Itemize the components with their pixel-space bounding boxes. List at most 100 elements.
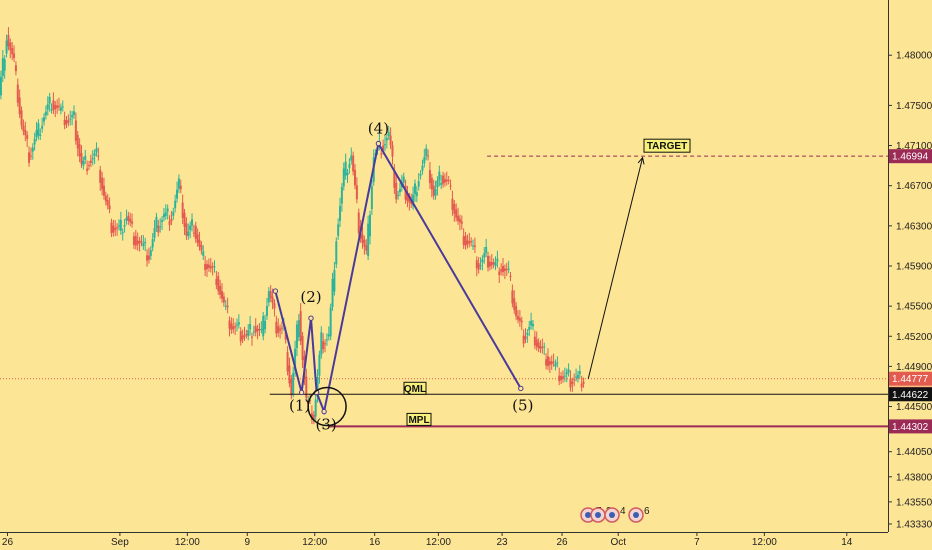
candle-body bbox=[292, 372, 295, 394]
candle-body bbox=[442, 175, 445, 184]
pattern-anchor-point[interactable] bbox=[518, 385, 524, 392]
pattern-anchor-point[interactable] bbox=[298, 389, 305, 396]
candle-body bbox=[449, 185, 452, 187]
candle-body bbox=[582, 381, 585, 384]
candle-body bbox=[228, 320, 231, 329]
candle-body bbox=[31, 147, 34, 152]
candle-body bbox=[537, 342, 540, 349]
event-flag-icon bbox=[633, 512, 639, 518]
candle-body bbox=[84, 155, 87, 161]
candle-body bbox=[29, 155, 32, 157]
candle-body bbox=[483, 253, 486, 258]
candle-body bbox=[95, 148, 98, 153]
candle-body bbox=[256, 328, 259, 332]
candle-body bbox=[9, 42, 12, 51]
candle-body bbox=[477, 263, 480, 270]
target-arrow-line[interactable] bbox=[587, 157, 644, 379]
candle-body bbox=[458, 218, 461, 223]
candle-body bbox=[129, 218, 132, 223]
candle-body bbox=[177, 178, 180, 189]
candle-body bbox=[443, 179, 446, 183]
candle-body bbox=[475, 260, 478, 269]
pattern-anchor-point[interactable] bbox=[375, 140, 382, 147]
candle-body bbox=[273, 303, 276, 309]
candle-body bbox=[488, 261, 491, 267]
candle-body bbox=[224, 305, 227, 307]
candle-body bbox=[136, 240, 139, 245]
candle-body bbox=[520, 320, 523, 323]
candle-body bbox=[558, 375, 561, 382]
candle-body bbox=[363, 239, 366, 247]
candle-body bbox=[556, 362, 559, 364]
candle-body bbox=[73, 111, 75, 116]
horizontal-levels[interactable]: 1.4477743:011.44622QML1.44302MPL1.46994T… bbox=[0, 138, 932, 434]
candle-body bbox=[280, 327, 283, 329]
candle-body bbox=[250, 336, 253, 338]
candle-body bbox=[498, 271, 501, 276]
candle-body bbox=[479, 265, 482, 267]
candle-body bbox=[5, 40, 8, 54]
candle-body bbox=[48, 96, 51, 104]
qml-pattern-drawing[interactable]: (1) (2) (3) (4) (5) bbox=[272, 120, 645, 434]
candle-body bbox=[108, 205, 111, 210]
mpl-price-tag[interactable] bbox=[889, 419, 932, 434]
event-badges[interactable]: 7246 bbox=[580, 506, 650, 523]
candle-body bbox=[162, 214, 165, 218]
candle-body bbox=[275, 321, 278, 334]
candle-body bbox=[423, 156, 426, 164]
candle-body bbox=[348, 164, 351, 168]
price-tick-label: 1.46700 bbox=[896, 181, 932, 192]
target-label: TARGET bbox=[647, 141, 687, 152]
current-price-tag[interactable] bbox=[889, 371, 932, 386]
candle-body bbox=[18, 97, 21, 115]
candle-body bbox=[153, 227, 156, 238]
qml-price-tag[interactable] bbox=[889, 387, 932, 402]
candle-body bbox=[385, 138, 388, 141]
candle-body bbox=[539, 346, 542, 349]
candle-body bbox=[393, 169, 396, 188]
pattern-anchor-point[interactable] bbox=[321, 408, 327, 415]
price-tick-label: 1.48000 bbox=[896, 51, 932, 62]
candle-body bbox=[159, 226, 162, 228]
price-tick-label: 1.47500 bbox=[896, 101, 932, 112]
time-tick-label: 14 bbox=[841, 537, 853, 548]
candle-body bbox=[87, 165, 90, 167]
candle-body bbox=[58, 105, 61, 107]
candle-body bbox=[541, 346, 544, 348]
pattern-anchor-point[interactable] bbox=[272, 288, 279, 294]
candle-body bbox=[176, 189, 179, 199]
target-label-box bbox=[643, 138, 691, 153]
mpl-label-box bbox=[406, 412, 432, 426]
candle-body bbox=[206, 264, 209, 269]
wave-label-6: (5) bbox=[512, 396, 533, 414]
time-tick-label: 9 bbox=[245, 537, 251, 548]
target-price-tag[interactable] bbox=[889, 149, 932, 164]
candle-body bbox=[132, 236, 135, 245]
candle-body bbox=[16, 84, 19, 103]
candle-body bbox=[123, 224, 126, 227]
candle-body bbox=[320, 332, 323, 355]
candle-body bbox=[398, 188, 401, 193]
time-axis[interactable]: 26 Sep 12:00 9 12:00 16 12:00 23 26 Oct 7 12:00 14 bbox=[0, 532, 888, 548]
candle-body bbox=[78, 144, 81, 157]
candle-body bbox=[522, 335, 525, 344]
candle-body bbox=[290, 379, 293, 396]
qml-label: QML bbox=[404, 384, 426, 395]
price-axis-panel[interactable] bbox=[888, 0, 932, 550]
pattern-anchor-point[interactable] bbox=[308, 315, 314, 321]
candle-body bbox=[204, 263, 207, 271]
candle-body bbox=[200, 245, 203, 251]
candle-body bbox=[464, 235, 467, 246]
candle-body bbox=[500, 269, 503, 272]
candle-body bbox=[43, 117, 46, 122]
price-axis[interactable]: 1.48000 1.47500 1.47100 1.46700 1.46300 1.459… bbox=[888, 0, 932, 550]
candle-body bbox=[355, 185, 358, 200]
candle-body bbox=[121, 232, 124, 234]
candle-body bbox=[0, 76, 2, 96]
candle-body bbox=[232, 326, 235, 330]
candle-body bbox=[434, 188, 437, 196]
target-price-tag-text: 1.46994 bbox=[892, 152, 929, 163]
time-tick-label: 26 bbox=[556, 537, 568, 548]
